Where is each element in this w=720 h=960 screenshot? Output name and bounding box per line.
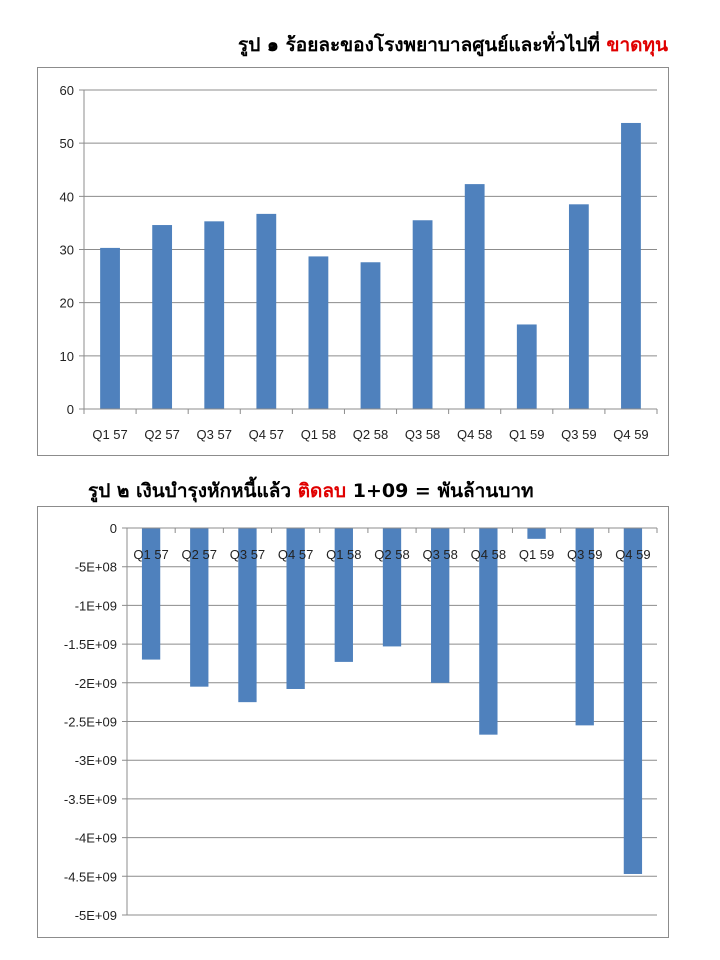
bar [412,220,433,409]
x-tick-label: Q2 58 [374,547,409,562]
x-tick-label: Q2 58 [353,427,388,442]
chart-1-area: 0 10 20 30 40 50 60 Q1 57 Q2 57 Q3 57 Q4 57 Q1 58 Q2… [37,67,669,456]
x-tick-label: Q4 57 [278,547,313,562]
y-tick-label: -2E+09 [75,676,117,691]
x-tick-label: Q1 59 [509,427,544,442]
x-tick-label: Q2 57 [144,427,179,442]
bar [204,221,225,409]
chart-2-title-highlight: ติดลบ [297,480,347,502]
bar [479,528,498,735]
bar [382,528,402,647]
x-tick-label: Q1 58 [301,427,336,442]
bar [575,528,594,726]
bar [308,256,329,409]
bar [568,204,589,409]
y-tick-label: 60 [60,83,74,98]
x-tick-label: Q3 58 [422,547,457,562]
bar [334,528,353,662]
x-tick-label: Q3 59 [561,427,596,442]
y-tick-label: 50 [60,136,74,151]
y-tick-label: 40 [60,189,74,204]
x-tick-label: Q4 58 [471,547,506,562]
chart-1-title-highlight: ขาดทุน [606,34,668,56]
y-tick-label: 30 [60,243,74,258]
y-tick-label: -5E+08 [75,560,117,575]
y-tick-label: -3.5E+09 [64,792,117,807]
x-tick-label: Q4 59 [615,547,650,562]
bar [100,247,120,409]
y-tick-label: -4.5E+09 [64,869,117,884]
bar [152,225,173,409]
y-tick-label: 20 [60,296,74,311]
bar [256,213,277,409]
x-tick-label: Q1 57 [133,547,168,562]
x-tick-label: Q4 59 [613,427,648,442]
bar [141,528,161,660]
chart-1-title: รูป ๑ ร้อยละของโรงพยาบาลศูนย์และทั่วไปที… [238,34,668,56]
bar [464,184,485,409]
y-tick-label: -1.5E+09 [64,637,117,652]
x-tick-label: Q1 57 [92,427,127,442]
x-tick-label: Q3 57 [230,547,265,562]
chart-1-plot: 0 10 20 30 40 50 60 Q1 57 Q2 57 Q3 57 Q4 57 Q1 58 Q2… [60,83,658,442]
bar [286,528,305,689]
y-tick-label: -1E+09 [75,598,117,613]
chart-2-title: รูป ๒ เงินบำรุงหักหนี้แล้ว ติดลบ 1+09 = … [88,480,534,502]
x-tick-label: Q1 58 [326,547,361,562]
y-tick-label: -3E+09 [75,753,117,768]
y-tick-label: 0 [67,402,74,417]
y-tick-label: -4E+09 [75,831,117,846]
y-tick-label: 0 [110,521,117,536]
bar [360,262,381,409]
y-tick-label: -2.5E+09 [64,715,117,730]
chart-2-area: 0 -5E+08 -1E+09 -1.5E+09 -2E+09 -2.5E+09 -3E+0… [37,506,669,938]
bar [516,324,537,409]
x-tick-label: Q3 59 [567,547,602,562]
x-tick-label: Q4 57 [249,427,284,442]
y-tick-label: 10 [60,349,74,364]
bar [431,528,450,683]
bar [621,122,641,410]
y-tick-label: -5E+09 [75,908,117,923]
x-tick-label: Q1 59 [519,547,554,562]
bar [527,528,546,539]
bar [238,528,257,703]
x-tick-label: Q3 58 [405,427,440,442]
x-tick-label: Q2 57 [182,547,217,562]
bar [623,528,643,874]
x-tick-label: Q4 58 [457,427,492,442]
chart-2-plot: 0 -5E+08 -1E+09 -1.5E+09 -2E+09 -2.5E+09 -3E+0… [64,521,658,923]
x-tick-label: Q3 57 [197,427,232,442]
bar [190,528,209,687]
